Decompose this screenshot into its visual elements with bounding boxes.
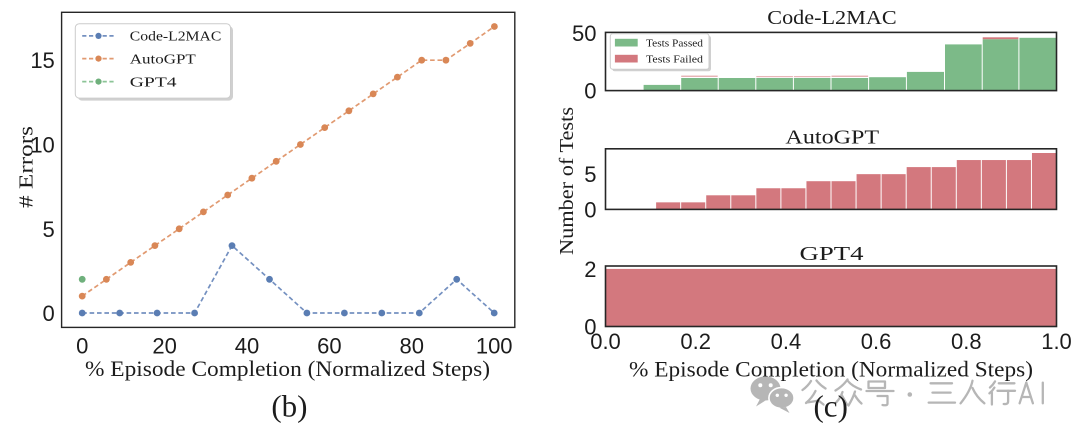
svg-text:0.0: 0.0 xyxy=(590,329,621,354)
svg-text:60: 60 xyxy=(317,334,341,359)
svg-text:Number of Tests: Number of Tests xyxy=(556,107,578,255)
svg-text:0: 0 xyxy=(584,197,596,222)
svg-text:Code-L2MAC: Code-L2MAC xyxy=(130,29,222,44)
svg-text:# Errors: # Errors xyxy=(16,126,38,208)
svg-text:Tests Failed: Tests Failed xyxy=(646,53,704,65)
svg-text:0: 0 xyxy=(76,334,88,359)
svg-text:0.2: 0.2 xyxy=(680,329,711,354)
svg-text:Code-L2MAC: Code-L2MAC xyxy=(767,7,896,29)
svg-text:100: 100 xyxy=(476,334,513,359)
svg-text:20: 20 xyxy=(152,334,176,359)
svg-text:% Episode Completion (Normaliz: % Episode Completion (Normalized Steps) xyxy=(629,356,1033,381)
svg-text:GPT4: GPT4 xyxy=(130,74,177,89)
svg-text:(b): (b) xyxy=(271,389,307,424)
svg-text:AutoGPT: AutoGPT xyxy=(130,51,197,66)
svg-text:Tests Passed: Tests Passed xyxy=(646,37,704,49)
svg-text:10: 10 xyxy=(30,133,54,158)
svg-text:40: 40 xyxy=(235,334,259,359)
svg-text:AutoGPT: AutoGPT xyxy=(785,127,879,149)
svg-text:0.6: 0.6 xyxy=(861,329,892,354)
svg-text:50: 50 xyxy=(572,21,596,46)
svg-text:5: 5 xyxy=(43,217,55,242)
svg-text:15: 15 xyxy=(30,48,54,73)
svg-text:5: 5 xyxy=(584,162,596,187)
svg-text:2: 2 xyxy=(584,257,596,282)
svg-text:0: 0 xyxy=(584,315,596,340)
svg-text:0.8: 0.8 xyxy=(951,329,982,354)
svg-text:1.0: 1.0 xyxy=(1041,329,1072,354)
svg-text:0.4: 0.4 xyxy=(771,329,802,354)
svg-text:80: 80 xyxy=(400,334,424,359)
svg-text:0: 0 xyxy=(43,301,55,326)
svg-text:% Episode Completion (Normaliz: % Episode Completion (Normalized Steps) xyxy=(85,356,490,381)
svg-text:GPT4: GPT4 xyxy=(800,243,864,265)
svg-text:(c): (c) xyxy=(813,389,847,424)
svg-text:0: 0 xyxy=(584,79,596,104)
